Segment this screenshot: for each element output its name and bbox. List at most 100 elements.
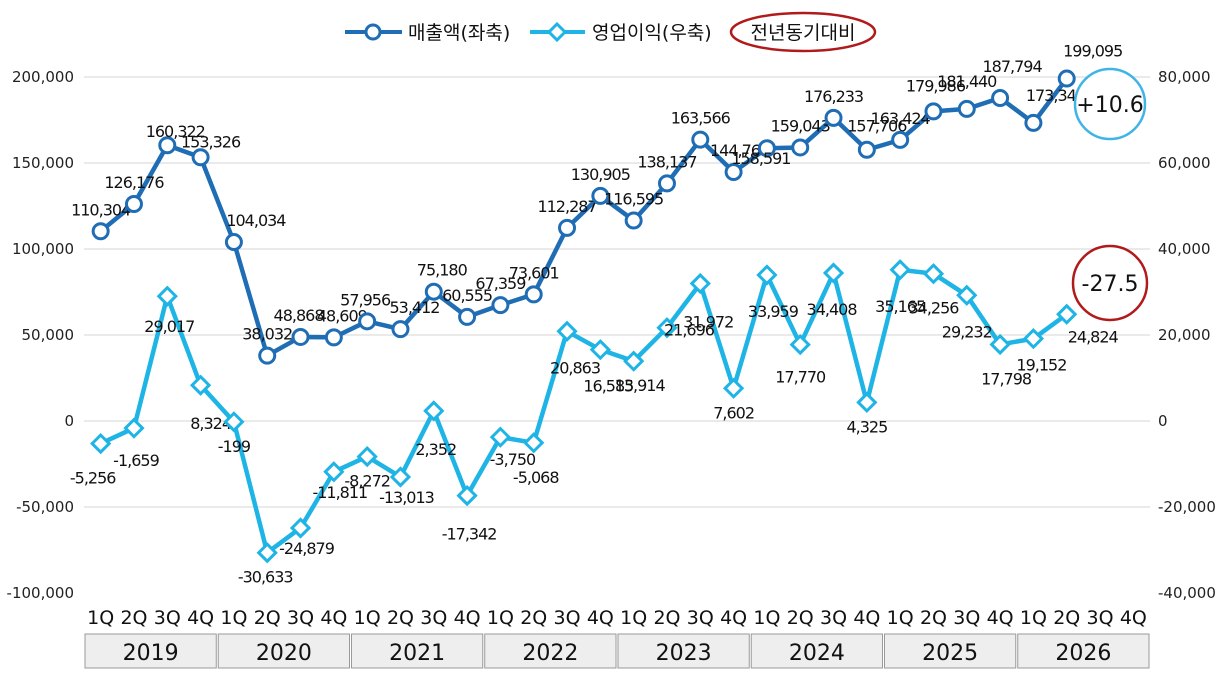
quarter-label: 3Q bbox=[154, 607, 181, 629]
operating-profit-point bbox=[989, 333, 1011, 356]
quarter-label: 3Q bbox=[953, 607, 980, 629]
operating-profit-point bbox=[756, 264, 778, 286]
sales-point bbox=[191, 148, 210, 167]
operating-profit-data-label: 13,914 bbox=[615, 376, 666, 395]
sales-data-label: 163,424 bbox=[871, 109, 931, 128]
operating-profit-point bbox=[1056, 303, 1078, 325]
sales-data-label: 179,986 bbox=[906, 76, 966, 95]
operating-profit-data-label: 33,959 bbox=[748, 302, 799, 321]
quarter-label: 4Q bbox=[720, 607, 747, 629]
operating-profit-point bbox=[356, 445, 378, 468]
operating-profit-data-label: 8,324 bbox=[190, 414, 232, 433]
sales-data-label: 160,322 bbox=[146, 122, 205, 141]
quarter-label: 4Q bbox=[187, 607, 214, 629]
sales-yoy-value: +10.6 bbox=[1076, 93, 1143, 118]
operating-profit-data-label: 24,824 bbox=[1068, 327, 1119, 346]
year-label: 2026 bbox=[1055, 641, 1111, 666]
sales-point bbox=[91, 222, 110, 241]
left-tick-label: 100,000 bbox=[12, 240, 74, 258]
year-label: 2023 bbox=[656, 641, 712, 666]
sales-point bbox=[124, 194, 143, 213]
operating-profit-point bbox=[1022, 328, 1045, 350]
left-tick-label: -50,000 bbox=[16, 498, 74, 516]
operating-profit-data-label: 31,972 bbox=[683, 313, 733, 332]
sales-data-label: 159,043 bbox=[771, 116, 830, 135]
sales-data-label: 110,304 bbox=[71, 200, 131, 219]
operating-profit-data-label: 2,352 bbox=[415, 440, 456, 459]
left-tick-label: 0 bbox=[64, 412, 74, 430]
operating-profit-point bbox=[689, 272, 711, 295]
operating-profit-point bbox=[856, 391, 878, 414]
quarter-label: 2Q bbox=[787, 607, 814, 629]
sales-data-label: 187,794 bbox=[983, 57, 1043, 76]
sales-point bbox=[1024, 113, 1043, 132]
sales-data-label: 112,287 bbox=[537, 197, 596, 216]
operating-profit-point bbox=[90, 432, 112, 455]
sales-point bbox=[757, 139, 776, 158]
sales-point bbox=[358, 312, 377, 331]
operating-profit-data-label: 16,585 bbox=[583, 377, 633, 396]
quarter-label: 1Q bbox=[87, 607, 114, 629]
sales-data-label: 104,034 bbox=[226, 211, 286, 230]
sales-point bbox=[724, 162, 743, 181]
right-tick-label: 80,000 bbox=[1158, 68, 1211, 86]
operating-profit-point bbox=[956, 284, 978, 306]
year-label: 2021 bbox=[389, 641, 445, 666]
sales-data-label: 181,440 bbox=[937, 72, 997, 91]
quarter-label: 3Q bbox=[420, 607, 447, 629]
sales-data-label: 75,180 bbox=[417, 261, 468, 280]
quarter-label: 4Q bbox=[853, 607, 880, 629]
operating-profit-point bbox=[889, 259, 911, 281]
sales-point bbox=[391, 320, 410, 339]
operating-profit-data-label: 21,696 bbox=[664, 321, 715, 340]
quarter-label: 1Q bbox=[487, 607, 514, 629]
operating-profit-point bbox=[822, 262, 845, 284]
operating-profit-data-label: 34,256 bbox=[908, 299, 959, 318]
operating-profit-data-label: -13,013 bbox=[379, 488, 434, 507]
sales-point bbox=[258, 346, 277, 365]
operating-profit-point bbox=[123, 417, 145, 439]
operating-profit-data-label: -30,633 bbox=[238, 568, 293, 587]
quarter-label: 2Q bbox=[254, 607, 281, 629]
quarter-label: 2Q bbox=[120, 607, 147, 629]
sales-point bbox=[957, 99, 976, 118]
sales-point bbox=[824, 108, 843, 127]
operating-profit-point bbox=[289, 517, 312, 539]
sales-data-label: 60,555 bbox=[442, 286, 492, 305]
sales-point bbox=[691, 130, 710, 149]
sales-legend-label: 매출액(좌축) bbox=[408, 22, 510, 44]
sales-data-label: 163,566 bbox=[671, 109, 731, 128]
operating-profit-data-label: 20,863 bbox=[550, 358, 600, 377]
sales-data-label: 158,591 bbox=[731, 149, 790, 168]
operating-profit-point bbox=[489, 426, 512, 448]
left-tick-label: 150,000 bbox=[12, 154, 74, 172]
sales-yoy-badge bbox=[1073, 67, 1147, 141]
quarter-label: 2Q bbox=[520, 607, 547, 629]
operating-profit-point bbox=[156, 285, 178, 307]
sales-data-label: 176,233 bbox=[804, 87, 863, 106]
quarter-label: 2Q bbox=[387, 607, 414, 629]
sales-data-label: 48,609 bbox=[317, 306, 368, 325]
operating-profit-point bbox=[922, 263, 945, 285]
sales-point bbox=[491, 296, 510, 315]
quarter-label: 1Q bbox=[220, 607, 247, 629]
operating-profit-point bbox=[623, 350, 645, 372]
quarter-label: 1Q bbox=[354, 607, 381, 629]
left-tick-label: -100,000 bbox=[7, 584, 74, 602]
quarter-label: 2Q bbox=[920, 607, 947, 629]
sales-data-label: 144,768 bbox=[710, 141, 770, 160]
operating-profit-point bbox=[256, 542, 278, 564]
operating-profit-data-label: 17,770 bbox=[775, 368, 826, 387]
quarter-label: 4Q bbox=[1120, 607, 1147, 629]
year-label: 2020 bbox=[256, 641, 312, 666]
quarter-label: 1Q bbox=[620, 607, 647, 629]
sales-data-label: 67,359 bbox=[475, 274, 526, 293]
quarter-label: 3Q bbox=[820, 607, 847, 629]
sales-data-label: 138,137 bbox=[637, 152, 696, 171]
sales-point bbox=[324, 328, 343, 347]
operating-profit-point bbox=[589, 339, 611, 361]
quarter-label: 4Q bbox=[987, 607, 1014, 629]
sales-data-label: 116,595 bbox=[604, 189, 663, 208]
sales-data-label: 126,176 bbox=[104, 173, 164, 192]
operating-profit-point bbox=[423, 400, 445, 422]
